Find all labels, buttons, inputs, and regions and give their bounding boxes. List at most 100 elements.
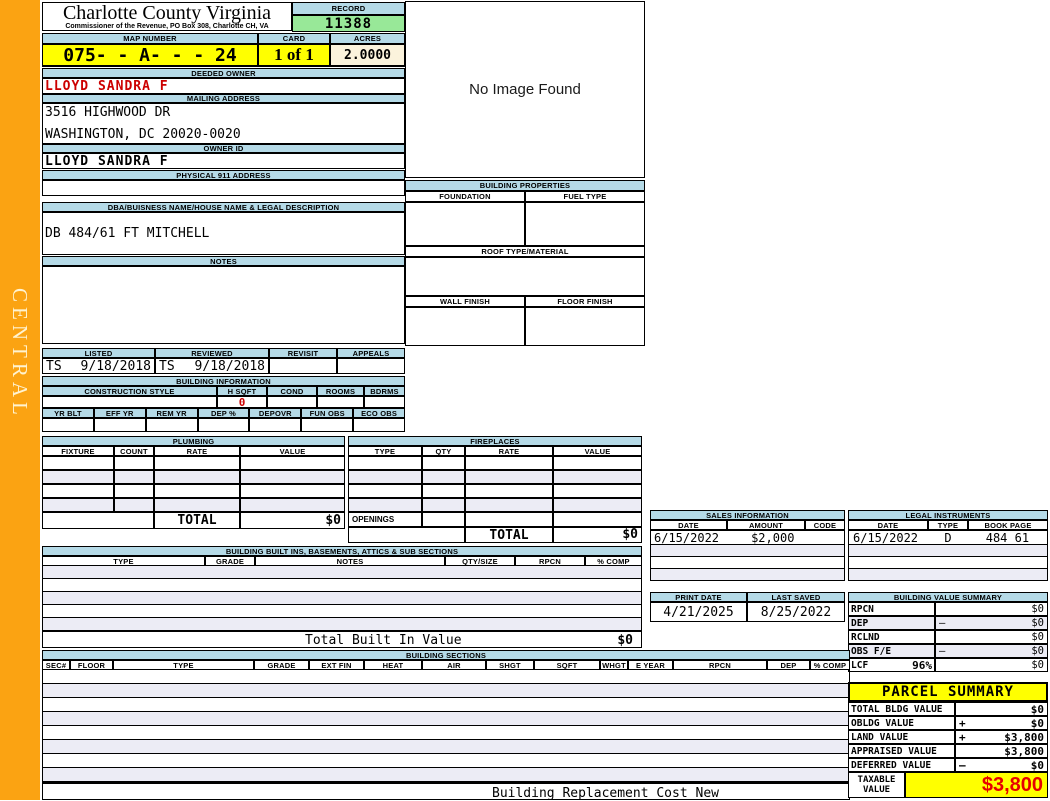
- roof-label: ROOF TYPE/MATERIAL: [405, 246, 645, 257]
- physical-911-box: [42, 180, 405, 196]
- fireplaces-rows: [348, 456, 642, 512]
- instruments-type-label: TYPE: [928, 520, 968, 530]
- record-number: 11388: [292, 15, 405, 32]
- builtins-grade-label: GRADE: [205, 556, 255, 566]
- bvs-row-label: DEP: [851, 617, 869, 629]
- building-sections-footer: Building Replacement Cost New: [42, 782, 850, 801]
- no-image-text: No Image Found: [469, 81, 581, 98]
- sales-code-label: CODE: [805, 520, 845, 530]
- parcel-summary-title: PARCEL SUMMARY: [848, 682, 1048, 702]
- eyear-label: E YEAR: [628, 660, 673, 670]
- dba-value: DB 484/61 FT MITCHELL: [42, 212, 405, 255]
- sales-row-1: 6/15/2022 $2,000: [650, 530, 845, 545]
- bvs-row-label: RPCN: [851, 603, 874, 615]
- instruments-bookpage-label: BOOK PAGE: [968, 520, 1048, 530]
- comp-label: % COMP: [810, 660, 850, 670]
- plumbing-rows: [42, 456, 345, 512]
- sales-headers: DATE AMOUNT CODE: [650, 520, 845, 530]
- instruments-empty-rows: [848, 545, 1048, 581]
- plumbing-headers: FIXTURE COUNT RATE VALUE: [42, 446, 345, 456]
- rpcn-label: RPCN: [673, 660, 767, 670]
- foundation-label: FOUNDATION: [405, 191, 525, 202]
- bvs-row-value: $0: [1031, 617, 1044, 629]
- floor-finish-value: [525, 307, 645, 346]
- bvs-rows: RPCN $0 DEP – $0 RCLND $0 OBS F/E – $0 LCF…: [848, 602, 1048, 672]
- parcel-row-value: $0: [1030, 716, 1044, 730]
- cond-label: COND: [267, 386, 317, 396]
- fireplaces-type-label: TYPE: [348, 446, 422, 456]
- appeals-cell: [337, 358, 405, 374]
- fireplaces-total-row: TOTAL $0: [348, 527, 642, 543]
- reviewed-cell: TS 9/18/2018: [155, 358, 269, 374]
- parcel-row-label: TOTAL BLDG VALUE: [848, 702, 955, 716]
- deeded-owner-label: DEEDED OWNER: [42, 68, 405, 78]
- extfin-label: EXT FIN: [309, 660, 364, 670]
- taxable-value: $3,800: [905, 772, 1048, 798]
- construction-style-label: CONSTRUCTION STYLE: [42, 386, 217, 396]
- type-label: TYPE: [113, 660, 254, 670]
- roof-value: [405, 257, 645, 296]
- sales-amount-label: AMOUNT: [727, 520, 805, 530]
- built-ins-total-row: Total Built In Value $0: [42, 631, 642, 648]
- parcel-row-label: DEFERRED VALUE: [848, 758, 955, 772]
- fireplaces-openings-row: OPENINGS: [348, 512, 642, 527]
- binfo-year-values: [42, 418, 406, 432]
- building-sections-title: BUILDING SECTIONS: [42, 650, 850, 660]
- mailing-line2: WASHINGTON, DC 20020-0020: [45, 127, 241, 142]
- appeals-label: APPEALS: [337, 348, 405, 358]
- last-saved-value: 8/25/2022: [747, 602, 845, 622]
- building-properties-title: BUILDING PROPERTIES: [405, 180, 645, 191]
- listed-cell: TS 9/18/2018: [42, 358, 155, 374]
- builtins-comp-label: % COMP: [585, 556, 642, 566]
- listed-label: LISTED: [42, 348, 155, 358]
- bvs-row-value: $0: [1031, 645, 1044, 657]
- no-image-panel: No Image Found: [405, 1, 645, 178]
- revisit-label: REVISIT: [269, 348, 337, 358]
- built-ins-title: BUILDING BUILT INS, BASEMENTS, ATTICS & …: [42, 546, 642, 556]
- county-title: Charlotte County Virginia: [62, 2, 272, 24]
- acres-value: 2.0000: [330, 44, 405, 67]
- grade-label: GRADE: [254, 660, 309, 670]
- print-date-value: 4/21/2025: [650, 602, 747, 622]
- plumbing-value-label: VALUE: [240, 446, 345, 456]
- notes-box: [42, 266, 405, 344]
- revisit-cell: [269, 358, 337, 374]
- dep-label: DEP: [767, 660, 810, 670]
- wall-finish-value: [405, 307, 525, 346]
- listed-date: 9/18/2018: [80, 358, 151, 374]
- sales-empty-rows: [650, 545, 845, 581]
- reviewed-by: TS: [159, 358, 175, 374]
- sales-date-value: 6/15/2022: [654, 530, 720, 545]
- building-sections-rows: [42, 670, 850, 782]
- building-sections-headers: SEC# FLOOR TYPE GRADE EXT FIN HEAT AIR S…: [42, 660, 850, 670]
- plumbing-total-value: $0: [240, 512, 345, 529]
- hsqft-label: H SQFT: [217, 386, 267, 396]
- fireplaces-rate-label: RATE: [465, 446, 553, 456]
- air-label: AIR: [422, 660, 486, 670]
- review-value-row: TS 9/18/2018 TS 9/18/2018: [42, 358, 405, 374]
- bdrms-label: BDRMS: [364, 386, 405, 396]
- parcel-row-value: $3,800: [1004, 730, 1044, 744]
- map-number-label: MAP NUMBER: [42, 33, 258, 44]
- builtins-type-label: TYPE: [42, 556, 205, 566]
- notes-label: NOTES: [42, 256, 405, 266]
- hsqft-value: 0: [217, 396, 267, 409]
- taxable-label: TAXABLE VALUE: [848, 772, 905, 798]
- binfo-style-values: 0: [42, 396, 405, 409]
- card-value: 1 of 1: [258, 44, 330, 67]
- builtins-notes-label: NOTES: [255, 556, 445, 566]
- sales-date-label: DATE: [650, 520, 727, 530]
- owner-id-label: OWNER ID: [42, 144, 405, 153]
- last-saved-label: LAST SAVED: [747, 592, 845, 602]
- record-label: RECORD: [292, 2, 405, 15]
- plumbing-total-label: TOTAL: [154, 512, 240, 529]
- reviewed-label: REVIEWED: [155, 348, 269, 358]
- plumbing-total-row: TOTAL $0: [42, 512, 345, 529]
- wall-finish-label: WALL FINISH: [405, 296, 525, 307]
- construction-style-value: [42, 396, 217, 408]
- parcel-row-label: APPRAISED VALUE: [848, 744, 955, 758]
- owner-id-value: LLOYD SANDRA F: [42, 153, 405, 169]
- parcel-row-value: $3,800: [1004, 744, 1044, 758]
- remyr-label: REM YR: [145, 408, 198, 418]
- instruments-row-1: 6/15/2022 D 484 61: [848, 530, 1048, 545]
